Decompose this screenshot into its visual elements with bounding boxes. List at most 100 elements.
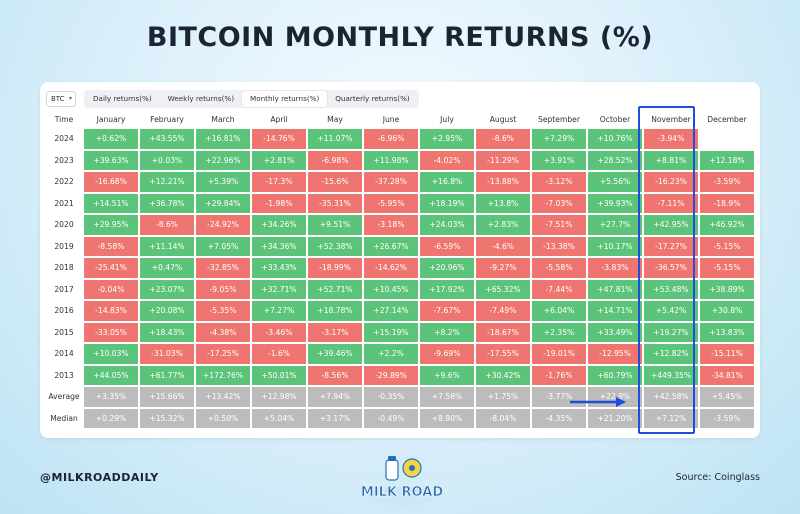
return-cell: +2.83% <box>476 215 530 235</box>
return-cell: -24.92% <box>196 215 250 235</box>
return-cell: +3.91% <box>532 150 586 170</box>
return-cell: +39.63% <box>84 150 138 170</box>
return-cell: -3.17% <box>308 322 362 342</box>
return-cell: +11.14% <box>140 236 194 256</box>
year-row-2017: 2017 -0.04% +23.07% -9.05% +32.71% +52.71% +10… <box>46 279 754 299</box>
year-row-2021: 2021 +14.51% +36.78% +29.84% -1.98% -35.31% -5… <box>46 193 754 213</box>
return-cell: +53.48% <box>644 279 698 299</box>
return-cell: -16.68% <box>84 172 138 192</box>
return-cell: -7.44% <box>532 279 586 299</box>
return-cell: +16.8% <box>420 172 474 192</box>
return-cell: +15.19% <box>364 322 418 342</box>
tab-quarterly-returns[interactable]: Quarterly returns(%) <box>335 94 410 103</box>
row-label: 2019 <box>54 241 74 251</box>
return-cell: -14.83% <box>84 301 138 321</box>
return-cell: +0.62% <box>84 129 138 149</box>
return-cell: +21.20% <box>588 408 642 428</box>
return-cell: +6.04% <box>532 301 586 321</box>
return-cell: -15.6% <box>308 172 362 192</box>
return-cell: +23.07% <box>140 279 194 299</box>
row-label: 2023 <box>54 155 74 165</box>
tab-daily-returns[interactable]: Daily returns(%) <box>93 94 152 103</box>
return-cell: -0.35% <box>364 387 418 407</box>
column-header-october: October <box>599 114 631 124</box>
return-cell: -15.11% <box>700 344 754 364</box>
column-header-december: December <box>707 114 747 124</box>
return-cell: -4.6% <box>476 236 530 256</box>
return-cell: +0.29% <box>84 408 138 428</box>
row-label: Average <box>48 392 80 402</box>
return-cell: +30.42% <box>476 365 530 385</box>
return-cell: -18.9% <box>700 193 754 213</box>
return-cell: +0.03% <box>140 150 194 170</box>
tab-monthly-returns[interactable]: Monthly returns(%) <box>242 91 328 107</box>
tab-weekly-returns[interactable]: Weekly returns(%) <box>167 94 235 103</box>
return-cell: -1.6% <box>252 344 306 364</box>
return-cell: -4.38% <box>196 322 250 342</box>
return-cell: -1.98% <box>252 193 306 213</box>
return-cell: +19.27% <box>644 322 698 342</box>
return-cell: +10.17% <box>588 236 642 256</box>
return-cell: -5.58% <box>532 258 586 278</box>
return-cell: +12.18% <box>700 150 754 170</box>
milk-road-logo: MILK ROAD <box>362 456 442 506</box>
return-cell: +7.29% <box>532 129 586 149</box>
arrow-right-icon <box>570 397 626 407</box>
column-header-january: January <box>96 114 126 124</box>
return-cell: -6.96% <box>364 129 418 149</box>
return-cell: -14.76% <box>252 129 306 149</box>
return-cell: -3.94% <box>644 129 698 149</box>
return-cell: -7.67% <box>420 301 474 321</box>
return-cell: +14.71% <box>588 301 642 321</box>
return-cell: -4.02% <box>420 150 474 170</box>
return-cell: +15.66% <box>140 387 194 407</box>
return-cell: +39.46% <box>308 344 362 364</box>
return-cell: +7.27% <box>252 301 306 321</box>
return-cell: +18.19% <box>420 193 474 213</box>
table-body: 2024 +0.62% +43.55% +16.81% -14.76% +11.07% -6… <box>46 129 754 428</box>
return-cell: +9.6% <box>420 365 474 385</box>
return-cell: +172.76% <box>196 365 250 385</box>
return-cell: +52.71% <box>308 279 362 299</box>
summary-row-average: Average +3.35% +15.66% +13.42% +12.98% +7.94%… <box>46 387 754 407</box>
return-cell: +8.90% <box>420 408 474 428</box>
return-cell: +2.81% <box>252 150 306 170</box>
return-cell: +5.45% <box>700 387 754 407</box>
return-cell: -5.15% <box>700 236 754 256</box>
return-cell: -35.31% <box>308 193 362 213</box>
year-row-2020: 2020 +29.95% -8.6% -24.92% +34.26% +9.51% -3.1… <box>46 215 754 235</box>
column-header-april: April <box>270 114 288 124</box>
return-cell: +65.32% <box>476 279 530 299</box>
year-row-2015: 2015 -33.05% +18.43% -4.38% -3.46% -3.17% +15.… <box>46 322 754 342</box>
year-row-2019: 2019 -8.58% +11.14% +7.05% +34.36% +52.38% +26… <box>46 236 754 256</box>
return-cell: +5.39% <box>196 172 250 192</box>
row-label: 2015 <box>54 327 74 337</box>
return-cell: -8.6% <box>140 215 194 235</box>
return-cell: -3.59% <box>700 408 754 428</box>
return-cell: -11.29% <box>476 150 530 170</box>
return-cell: +13.8% <box>476 193 530 213</box>
return-cell: +24.03% <box>420 215 474 235</box>
return-cell: +34.36% <box>252 236 306 256</box>
return-cell: +29.95% <box>84 215 138 235</box>
return-cell: +7.05% <box>196 236 250 256</box>
return-cell: -9.27% <box>476 258 530 278</box>
year-row-2014: 2014 +10.03% -31.03% -17.25% -1.6% +39.46% +2.… <box>46 344 754 364</box>
return-cell: -6.59% <box>420 236 474 256</box>
return-cell: -33.05% <box>84 322 138 342</box>
return-cell: +14.51% <box>84 193 138 213</box>
coin-select[interactable]: BTC ▾ <box>46 91 76 107</box>
chevron-down-icon: ▾ <box>68 95 72 102</box>
return-cell: +38.89% <box>700 279 754 299</box>
return-cell: +33.43% <box>252 258 306 278</box>
return-cell: +44.05% <box>84 365 138 385</box>
return-cell: +26.67% <box>364 236 418 256</box>
return-cell: +33.49% <box>588 322 642 342</box>
returns-panel: BTC ▾ Daily returns(%) Weekly returns(%) M… <box>40 82 760 438</box>
return-cell: +2.2% <box>364 344 418 364</box>
return-cell: -1.76% <box>532 365 586 385</box>
return-cell: -3.83% <box>588 258 642 278</box>
return-cell: -17.27% <box>644 236 698 256</box>
corner-label: Time <box>54 114 74 124</box>
return-cell: +12.98% <box>252 387 306 407</box>
